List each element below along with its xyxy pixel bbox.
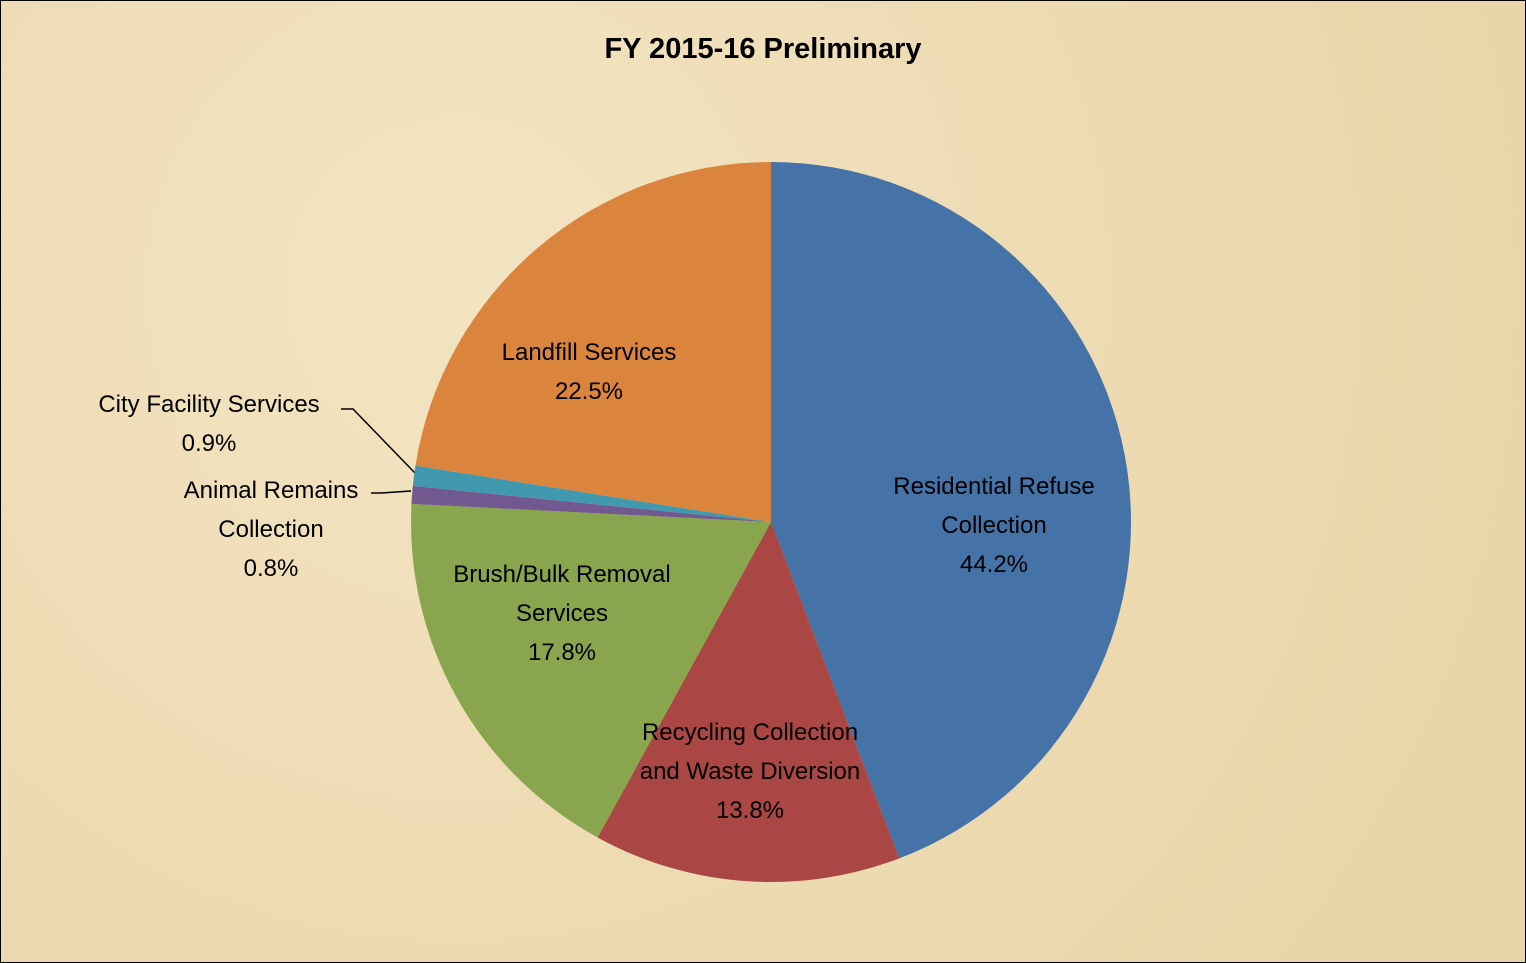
data-label: City Facility Services 0.9% [64,385,354,463]
category-label: Animal Remains Collection [183,477,359,543]
data-label: Animal Remains Collection 0.8% [156,471,386,588]
pie-slice [412,465,771,522]
value-label: 13.8% [715,797,785,824]
pie-slice [771,162,1131,859]
leader-line [371,490,412,494]
data-label: Residential Refuse Collection 44.2% [869,467,1119,584]
category-label: Landfill Services [501,339,677,366]
value-label: 17.8% [527,639,597,666]
pie-slice [415,162,771,522]
value-label: 0.8% [243,555,299,582]
data-label: Brush/Bulk Removal Services 17.8% [427,555,697,672]
value-label: 22.5% [554,378,624,405]
category-label: Recycling Collection and Waste Diversion [639,719,861,785]
pie-slice [597,522,900,882]
category-label: Residential Refuse Collection [893,473,1095,539]
data-label: Landfill Services 22.5% [464,333,714,411]
category-label: Brush/Bulk Removal Services [453,561,671,627]
category-label: City Facility Services [98,391,320,418]
pie-slice [410,503,771,838]
pie-slice [411,485,771,522]
value-label: 44.2% [959,551,1029,578]
leader-line [341,408,416,474]
value-label: 0.9% [181,430,237,457]
data-label: Recycling Collection and Waste Diversion… [638,713,863,830]
chart-title: FY 2015-16 Preliminary [604,33,922,65]
